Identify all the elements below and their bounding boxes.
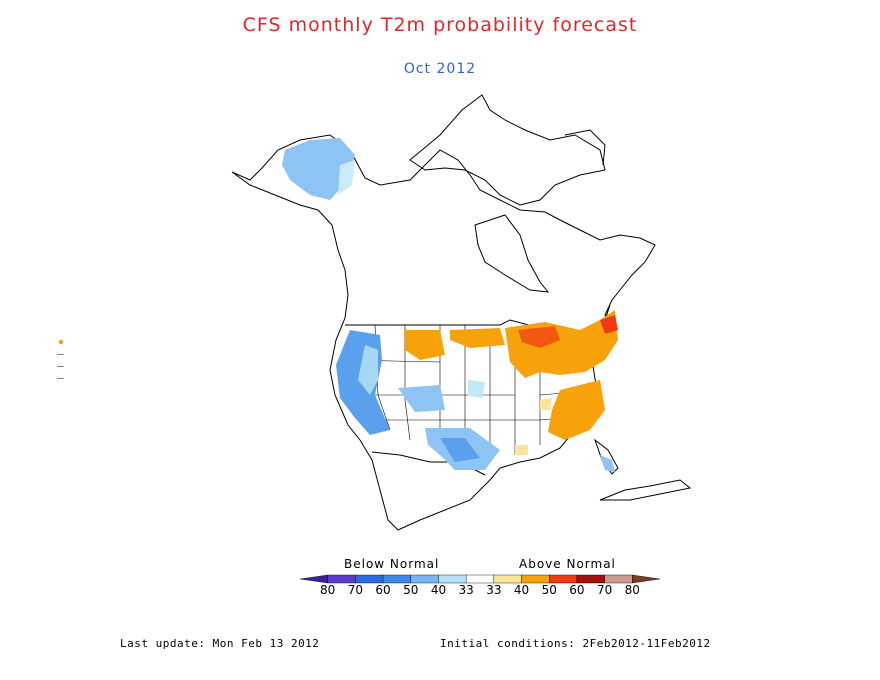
hudson-bay bbox=[474, 214, 550, 293]
arctic-islands bbox=[409, 94, 606, 206]
initial-conditions: Initial conditions: 2Feb2012-11Feb2012 bbox=[440, 637, 711, 650]
legend-swatch bbox=[438, 574, 467, 584]
legend-swatch bbox=[576, 574, 605, 584]
legend-tick-label: 60 bbox=[375, 583, 391, 597]
legend-tick-label: 70 bbox=[596, 583, 613, 597]
alaska-below-normal bbox=[282, 138, 355, 200]
legend-swatch bbox=[355, 574, 384, 584]
greenland-edge bbox=[564, 129, 606, 166]
legend-tick-label: 80 bbox=[624, 583, 640, 597]
svg-text:—: — bbox=[57, 350, 64, 358]
side-mark: — — — bbox=[54, 336, 68, 386]
legend-tick-label: 40 bbox=[513, 583, 530, 597]
legend-swatch bbox=[327, 574, 356, 584]
legend-swatch bbox=[493, 574, 522, 584]
southeast-above-normal bbox=[548, 380, 605, 440]
svg-text:—: — bbox=[57, 374, 64, 382]
legend-tick-label: 33 bbox=[486, 583, 502, 597]
above-normal-areas bbox=[405, 310, 618, 455]
legend-swatch bbox=[300, 574, 328, 584]
last-update: Last update: Mon Feb 13 2012 bbox=[120, 637, 320, 650]
legend-above-label: Above Normal bbox=[519, 557, 616, 571]
legend-tick-label: 70 bbox=[347, 583, 364, 597]
legend-below-label: Below Normal bbox=[344, 557, 440, 571]
legend-color-bar bbox=[300, 574, 660, 584]
legend-tick-label: 40 bbox=[430, 583, 447, 597]
legend-tick-label: 33 bbox=[458, 583, 474, 597]
chart-subtitle: Oct 2012 bbox=[403, 61, 477, 77]
legend-tick-label: 60 bbox=[569, 583, 585, 597]
legend-swatch bbox=[549, 574, 578, 584]
legend-swatch bbox=[382, 574, 411, 584]
svg-text:—: — bbox=[57, 362, 64, 370]
legend-swatch bbox=[410, 574, 439, 584]
legend-swatch bbox=[521, 574, 550, 584]
chart-title: CFS monthly T2m probability forecast bbox=[242, 14, 638, 36]
legend-swatch bbox=[604, 574, 633, 584]
legend-swatch bbox=[632, 574, 660, 584]
cuba bbox=[599, 479, 692, 501]
great-lakes-northeast-above-normal bbox=[505, 310, 618, 378]
legend-swatch bbox=[465, 574, 495, 584]
legend-tick-label: 50 bbox=[403, 583, 419, 597]
below-normal-areas bbox=[282, 138, 615, 472]
legend-tick-label: 50 bbox=[541, 583, 557, 597]
legend-tick-label: 80 bbox=[320, 583, 336, 597]
